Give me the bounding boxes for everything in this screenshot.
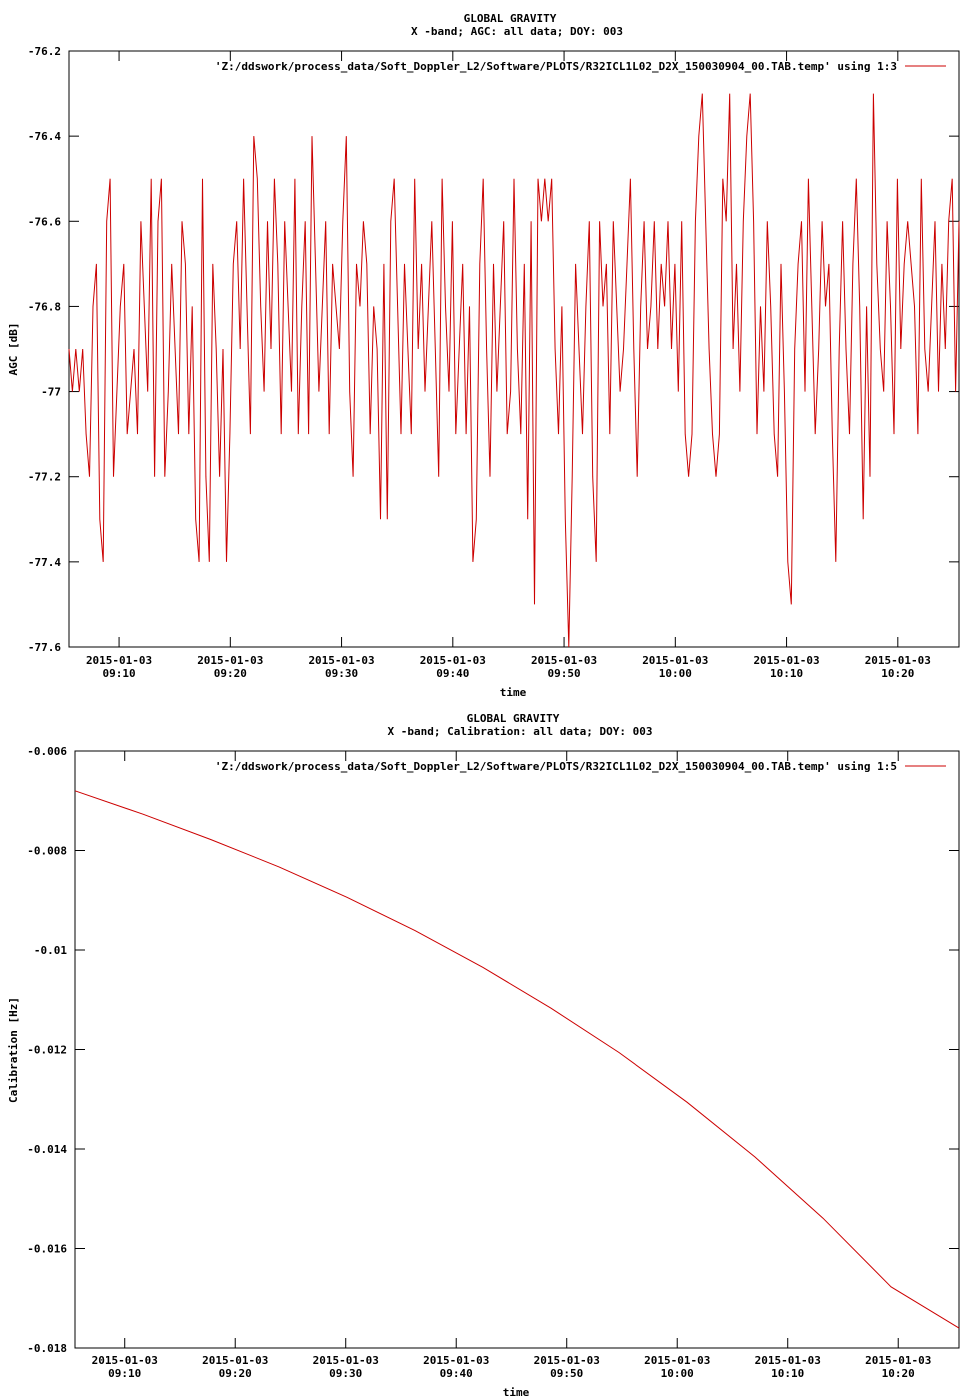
agc-y-tick-label: -77.6 — [28, 641, 61, 654]
calibration-x-tick-date: 2015-01-03 — [865, 1354, 931, 1367]
agc-x-ticks: 2015-01-0309:102015-01-0309:202015-01-03… — [86, 51, 931, 680]
agc-y-tick-label: -77 — [41, 386, 61, 399]
calibration-x-tick-time: 09:20 — [219, 1367, 252, 1380]
agc-x-tick-date: 2015-01-03 — [197, 654, 263, 667]
agc-y-tick-label: -77.2 — [28, 471, 61, 484]
calibration-x-tick-time: 09:10 — [108, 1367, 141, 1380]
agc-x-tick-date: 2015-01-03 — [642, 654, 708, 667]
calibration-series-line — [74, 790, 960, 1329]
agc-series-line — [68, 93, 960, 648]
calibration-y-tick-label: -0.01 — [34, 944, 67, 957]
calibration-y-tick-label: -0.014 — [27, 1143, 67, 1156]
agc-y-tick-label: -76.8 — [28, 300, 61, 313]
calibration-y-tick-label: -0.012 — [27, 1044, 67, 1057]
agc-legend-label: 'Z:/ddswork/process_data/Soft_Doppler_L2… — [215, 60, 897, 73]
calibration-plot-border — [74, 750, 960, 1349]
agc-x-tick-time: 09:20 — [214, 667, 247, 680]
calibration-x-ticks: 2015-01-0309:102015-01-0309:202015-01-03… — [92, 751, 931, 1380]
calibration-x-axis-label: time — [503, 1386, 530, 1399]
calibration-x-tick-date: 2015-01-03 — [202, 1354, 268, 1367]
agc-x-tick-date: 2015-01-03 — [420, 654, 486, 667]
agc-y-tick-label: -76.2 — [28, 45, 61, 58]
agc-x-tick-date: 2015-01-03 — [865, 654, 931, 667]
calibration-x-tick-date: 2015-01-03 — [313, 1354, 379, 1367]
calibration-chart: GLOBAL GRAVITY X -band; Calibration: all… — [7, 712, 960, 1399]
calibration-y-axis-label: Calibration [Hz] — [7, 997, 20, 1103]
calibration-x-tick-date: 2015-01-03 — [423, 1354, 489, 1367]
agc-chart: GLOBAL GRAVITY X -band; AGC: all data; D… — [7, 12, 960, 699]
agc-x-axis-label: time — [500, 686, 527, 699]
agc-plot-border — [68, 50, 960, 648]
agc-x-tick-time: 09:40 — [436, 667, 469, 680]
calibration-x-tick-time: 09:40 — [440, 1367, 473, 1380]
agc-x-tick-time: 10:20 — [881, 667, 914, 680]
agc-y-tick-label: -76.4 — [28, 130, 61, 143]
calibration-legend-label: 'Z:/ddswork/process_data/Soft_Doppler_L2… — [215, 760, 897, 773]
calibration-y-tick-label: -0.008 — [27, 845, 67, 858]
calibration-y-tick-label: -0.006 — [27, 745, 67, 758]
agc-y-tick-label: -77.4 — [28, 556, 61, 569]
calibration-x-tick-time: 10:10 — [771, 1367, 804, 1380]
agc-chart-title: GLOBAL GRAVITY — [464, 12, 557, 25]
calibration-x-tick-time: 10:20 — [882, 1367, 915, 1380]
calibration-x-tick-time: 09:50 — [550, 1367, 583, 1380]
calibration-x-tick-date: 2015-01-03 — [92, 1354, 158, 1367]
agc-x-tick-time: 10:10 — [770, 667, 803, 680]
agc-y-ticks: -76.2 -76.4 -76.6 -76.8 -77 -77.2 -77.4 -77.6 — [28, 45, 959, 654]
calibration-y-ticks: -0.006 -0.008 -0.01 -0.012 -0.014 -0.016 -0.01… — [27, 745, 959, 1355]
calibration-x-tick-date: 2015-01-03 — [534, 1354, 600, 1367]
calibration-x-tick-date: 2015-01-03 — [644, 1354, 710, 1367]
agc-x-tick-date: 2015-01-03 — [86, 654, 152, 667]
agc-x-tick-time: 09:30 — [325, 667, 358, 680]
calibration-x-tick-date: 2015-01-03 — [755, 1354, 821, 1367]
calibration-x-tick-time: 09:30 — [329, 1367, 362, 1380]
agc-x-tick-time: 09:10 — [103, 667, 136, 680]
agc-y-tick-label: -76.6 — [28, 215, 61, 228]
calibration-chart-title: GLOBAL GRAVITY — [467, 712, 560, 725]
agc-x-tick-date: 2015-01-03 — [753, 654, 819, 667]
agc-x-tick-time: 09:50 — [548, 667, 581, 680]
agc-x-tick-time: 10:00 — [659, 667, 692, 680]
calibration-chart-subtitle: X -band; Calibration: all data; DOY: 003 — [388, 725, 653, 738]
calibration-y-tick-label: -0.016 — [27, 1243, 67, 1256]
agc-x-tick-date: 2015-01-03 — [531, 654, 597, 667]
calibration-x-tick-time: 10:00 — [661, 1367, 694, 1380]
agc-x-tick-date: 2015-01-03 — [308, 654, 374, 667]
agc-y-axis-label: AGC [dB] — [7, 323, 20, 376]
calibration-y-tick-label: -0.018 — [27, 1342, 67, 1355]
agc-chart-subtitle: X -band; AGC: all data; DOY: 003 — [411, 25, 623, 38]
